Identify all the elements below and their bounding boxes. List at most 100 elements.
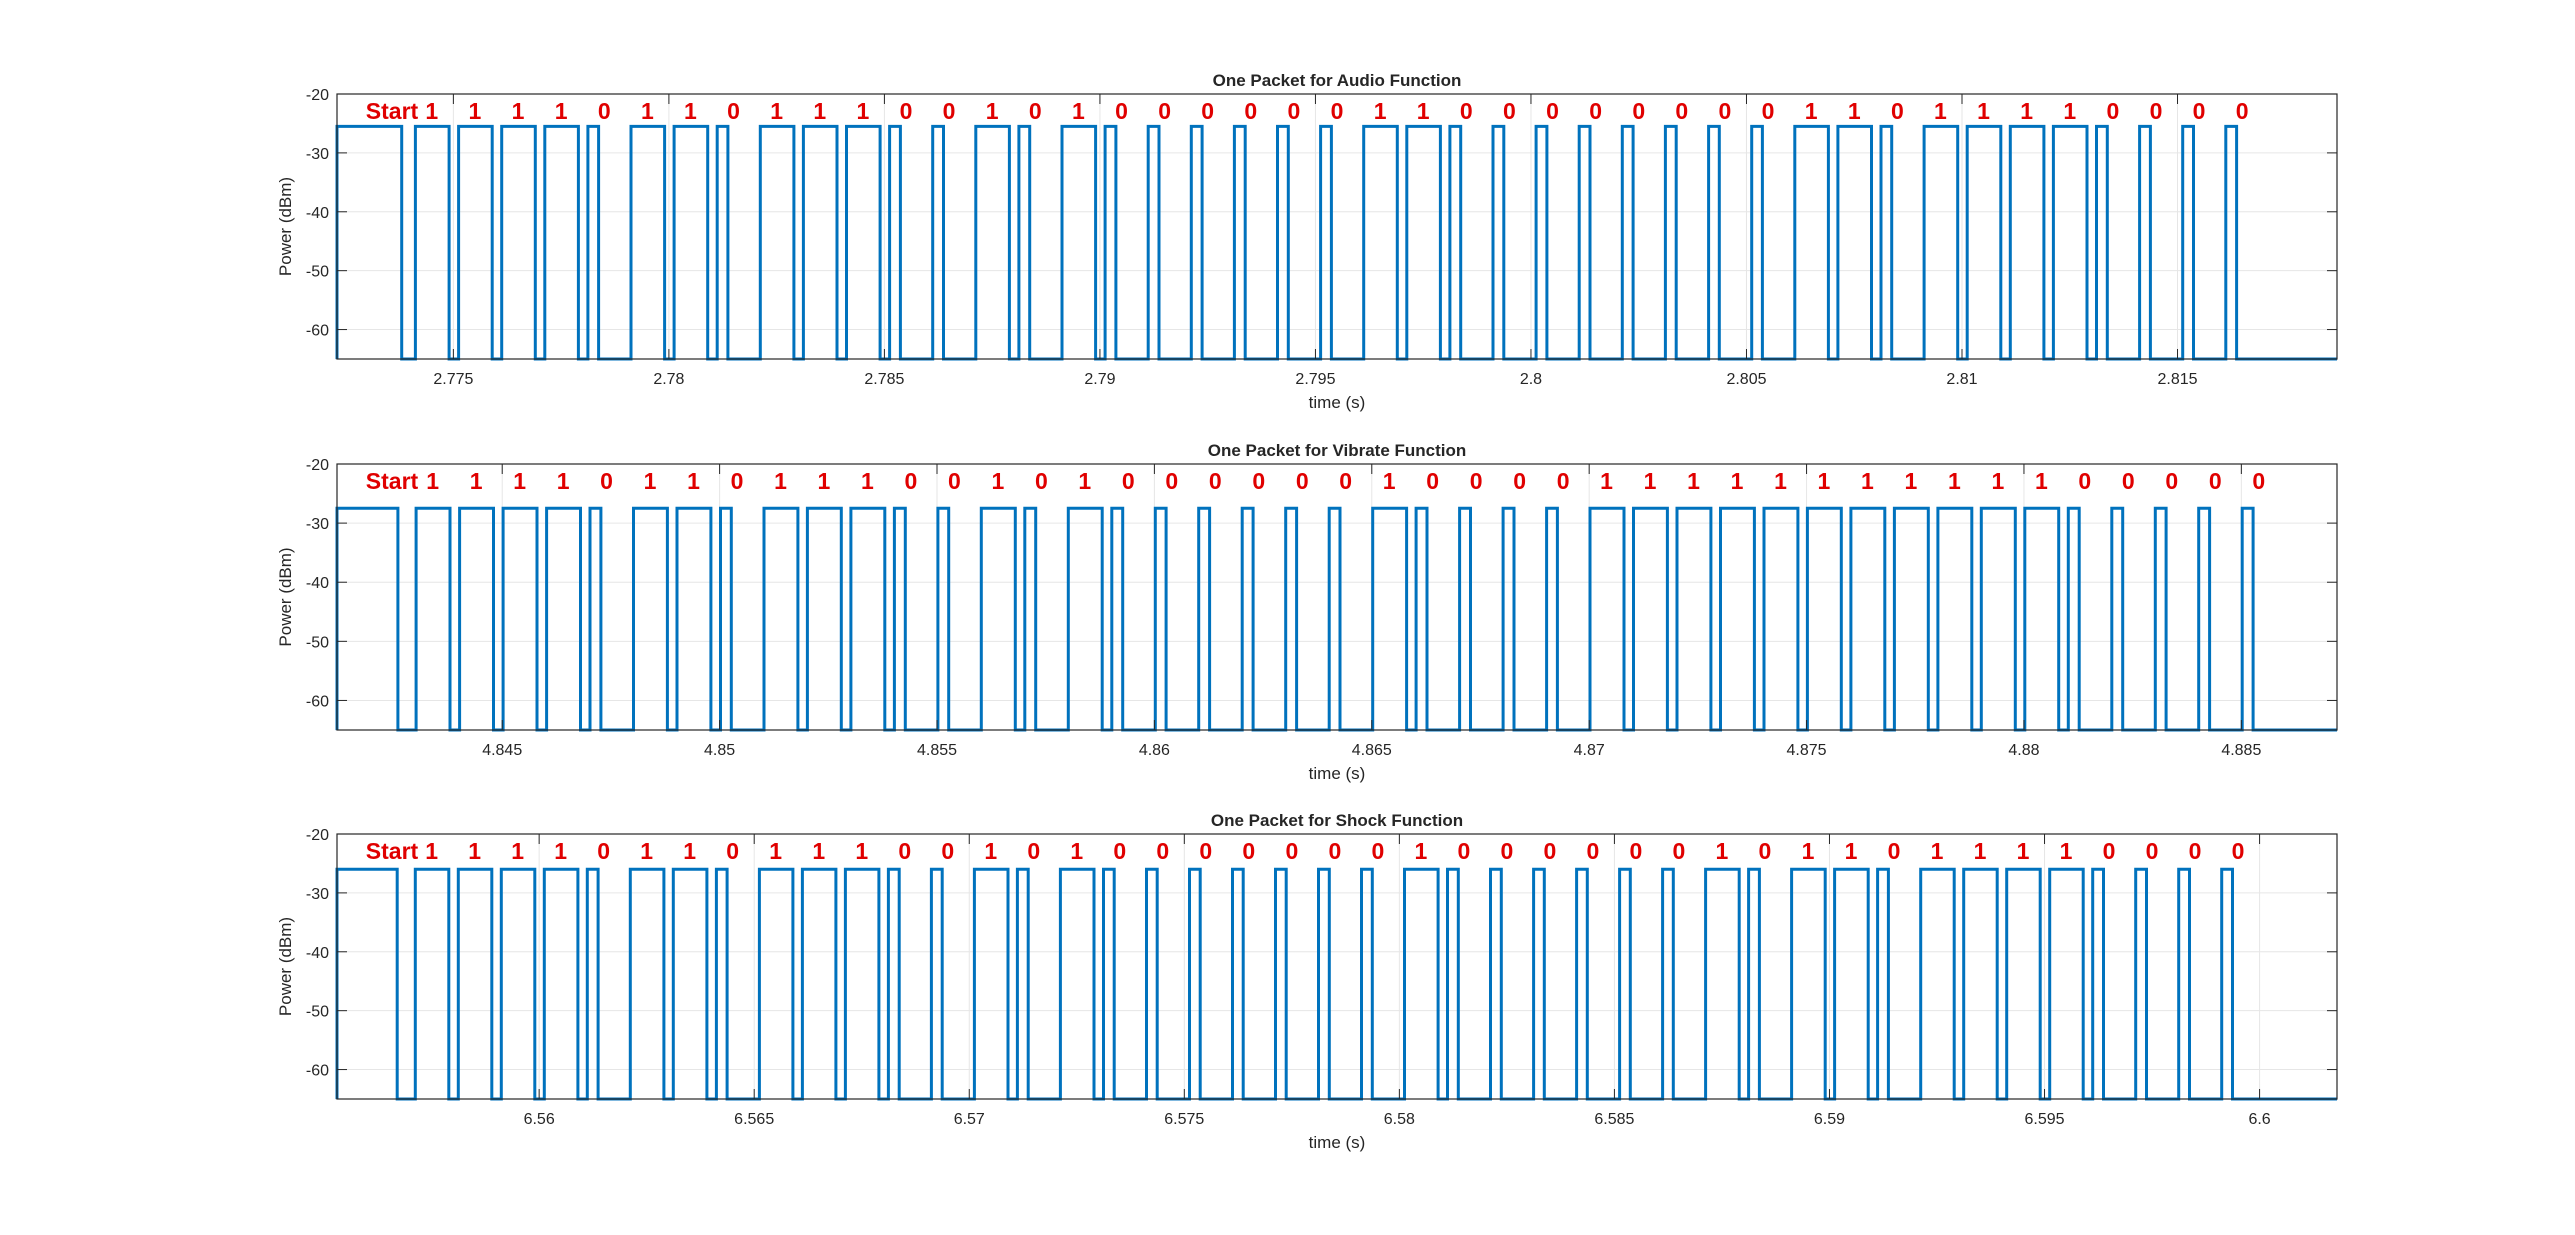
x-tick-label: 2.795: [1295, 371, 1335, 388]
bit-label: 1: [861, 468, 874, 494]
bit-label: 1: [1078, 468, 1091, 494]
bit-label: 0: [726, 838, 739, 864]
bit-label: 1: [1977, 98, 1990, 124]
bit-label: 0: [731, 468, 744, 494]
bit-label: 0: [1673, 838, 1686, 864]
bit-label: 0: [1156, 838, 1169, 864]
x-tick-label: 6.56: [524, 1111, 555, 1128]
bit-label: 0: [1503, 98, 1516, 124]
x-tick-label: 4.855: [917, 742, 957, 759]
bit-label: 1: [512, 98, 525, 124]
bit-labels: 1 1 1 1 0 1 1 0 1 1 1 0 0 1 0 1 0 0 0 0 0 0 1 0 0 0 0 1 1 1 1 1 1 1 1 1 1 1 0 0…: [426, 468, 2265, 494]
bit-label: 1: [425, 838, 438, 864]
bit-label: 0: [943, 98, 956, 124]
bit-label: 0: [2078, 468, 2091, 494]
bit-labels: 1 1 1 1 0 1 1 0 1 1 1 0 0 1 0 1 0 0 0 0 0 0 1 1 0 0 0 0 0 0 0 0 1 1 0 1 1 1 1 0…: [425, 98, 2248, 124]
bit-label: 0: [1513, 468, 1526, 494]
bit-label: 1: [769, 838, 782, 864]
bit-label: 1: [641, 98, 654, 124]
start-label: Start: [366, 98, 419, 124]
start-label: Start: [366, 838, 419, 864]
x-axis-label: time (s): [1309, 764, 1366, 783]
y-tick-label: -50: [306, 1004, 329, 1021]
x-tick-label: 6.595: [2025, 1111, 2065, 1128]
bit-label: 0: [2232, 838, 2245, 864]
bit-label: 1: [1731, 468, 1744, 494]
bit-label: 0: [898, 838, 911, 864]
bit-label: 0: [1122, 468, 1135, 494]
chart-title: One Packet for Audio Function: [1213, 71, 1462, 90]
bit-label: 0: [1252, 468, 1265, 494]
axes-frame: [336, 93, 2338, 360]
bit-label: 0: [2106, 98, 2119, 124]
x-tick-label: 4.88: [2008, 742, 2039, 759]
ticks: 2.775 2.78 2.785 2.79 2.795 2.8 2.805 2.81 2.815…: [306, 87, 2337, 388]
bit-label: 0: [2165, 468, 2178, 494]
bit-label: 0: [1029, 98, 1042, 124]
axes-frame: [336, 463, 2338, 731]
bit-label: 0: [1891, 98, 1904, 124]
y-tick-label: -20: [306, 87, 329, 104]
bit-label: 1: [1374, 98, 1387, 124]
x-tick-label: 6.565: [734, 1111, 774, 1128]
bit-label: 0: [1242, 838, 1255, 864]
bit-label: 0: [1158, 98, 1171, 124]
bit-label: 0: [1675, 98, 1688, 124]
bit-label: 0: [1201, 98, 1214, 124]
bit-label: 0: [1762, 98, 1775, 124]
bit-label: 1: [770, 98, 783, 124]
bit-label: 1: [1818, 468, 1831, 494]
x-tick-label: 2.79: [1084, 371, 1115, 388]
bit-label: 1: [1948, 468, 1961, 494]
bit-label: 1: [1845, 838, 1858, 864]
y-tick-label: -60: [306, 693, 329, 710]
bit-label: 0: [1460, 98, 1473, 124]
vibrate-panel: 4.845 4.85 4.855 4.86 4.865 4.87 4.875 4.88 4.88…: [276, 441, 2338, 783]
bit-label: 0: [1470, 468, 1483, 494]
bit-label: 0: [948, 468, 961, 494]
bit-label: 1: [644, 468, 657, 494]
bit-label: 1: [2020, 98, 2033, 124]
bit-label: 1: [2035, 468, 2048, 494]
x-axis-label: time (s): [1309, 393, 1366, 412]
bit-label: 1: [774, 468, 787, 494]
bit-label: 0: [1587, 838, 1600, 864]
bit-label: 1: [1805, 98, 1818, 124]
x-axis-label: time (s): [1309, 1133, 1366, 1152]
bit-label: 0: [597, 838, 610, 864]
bit-label: 1: [856, 98, 869, 124]
bit-label: 0: [2193, 98, 2206, 124]
bit-label: 0: [1035, 468, 1048, 494]
chart-title: One Packet for Vibrate Function: [1208, 441, 1467, 460]
bit-label: 0: [727, 98, 740, 124]
x-tick-label: 4.885: [2221, 742, 2261, 759]
bit-label: 1: [1072, 98, 1085, 124]
bit-label: 1: [1600, 468, 1613, 494]
x-tick-label: 2.775: [433, 371, 473, 388]
y-tick-label: -30: [306, 516, 329, 533]
x-tick-label: 4.875: [1787, 742, 1827, 759]
y-tick-label: -40: [306, 205, 329, 222]
bit-label: 1: [1934, 98, 1947, 124]
x-tick-label: 6.58: [1384, 1111, 1415, 1128]
bit-label: 1: [991, 468, 1004, 494]
bit-label: 1: [2017, 838, 2030, 864]
bit-label: 0: [1888, 838, 1901, 864]
x-tick-label: 6.6: [2248, 1111, 2270, 1128]
start-label: Start: [366, 468, 419, 494]
bit-label: 0: [2252, 468, 2265, 494]
bit-label: 0: [1287, 98, 1300, 124]
bit-label: 1: [513, 468, 526, 494]
bit-label: 0: [1027, 838, 1040, 864]
bit-label: 1: [1383, 468, 1396, 494]
bit-label: 1: [1070, 838, 1083, 864]
y-tick-label: -20: [306, 827, 329, 844]
bit-label: 0: [1199, 838, 1212, 864]
bit-label: 1: [555, 98, 568, 124]
y-tick-label: -50: [306, 634, 329, 651]
bit-label: 1: [687, 468, 700, 494]
bit-label: 1: [468, 838, 481, 864]
bit-label: 0: [598, 98, 611, 124]
bit-label: 1: [426, 468, 439, 494]
